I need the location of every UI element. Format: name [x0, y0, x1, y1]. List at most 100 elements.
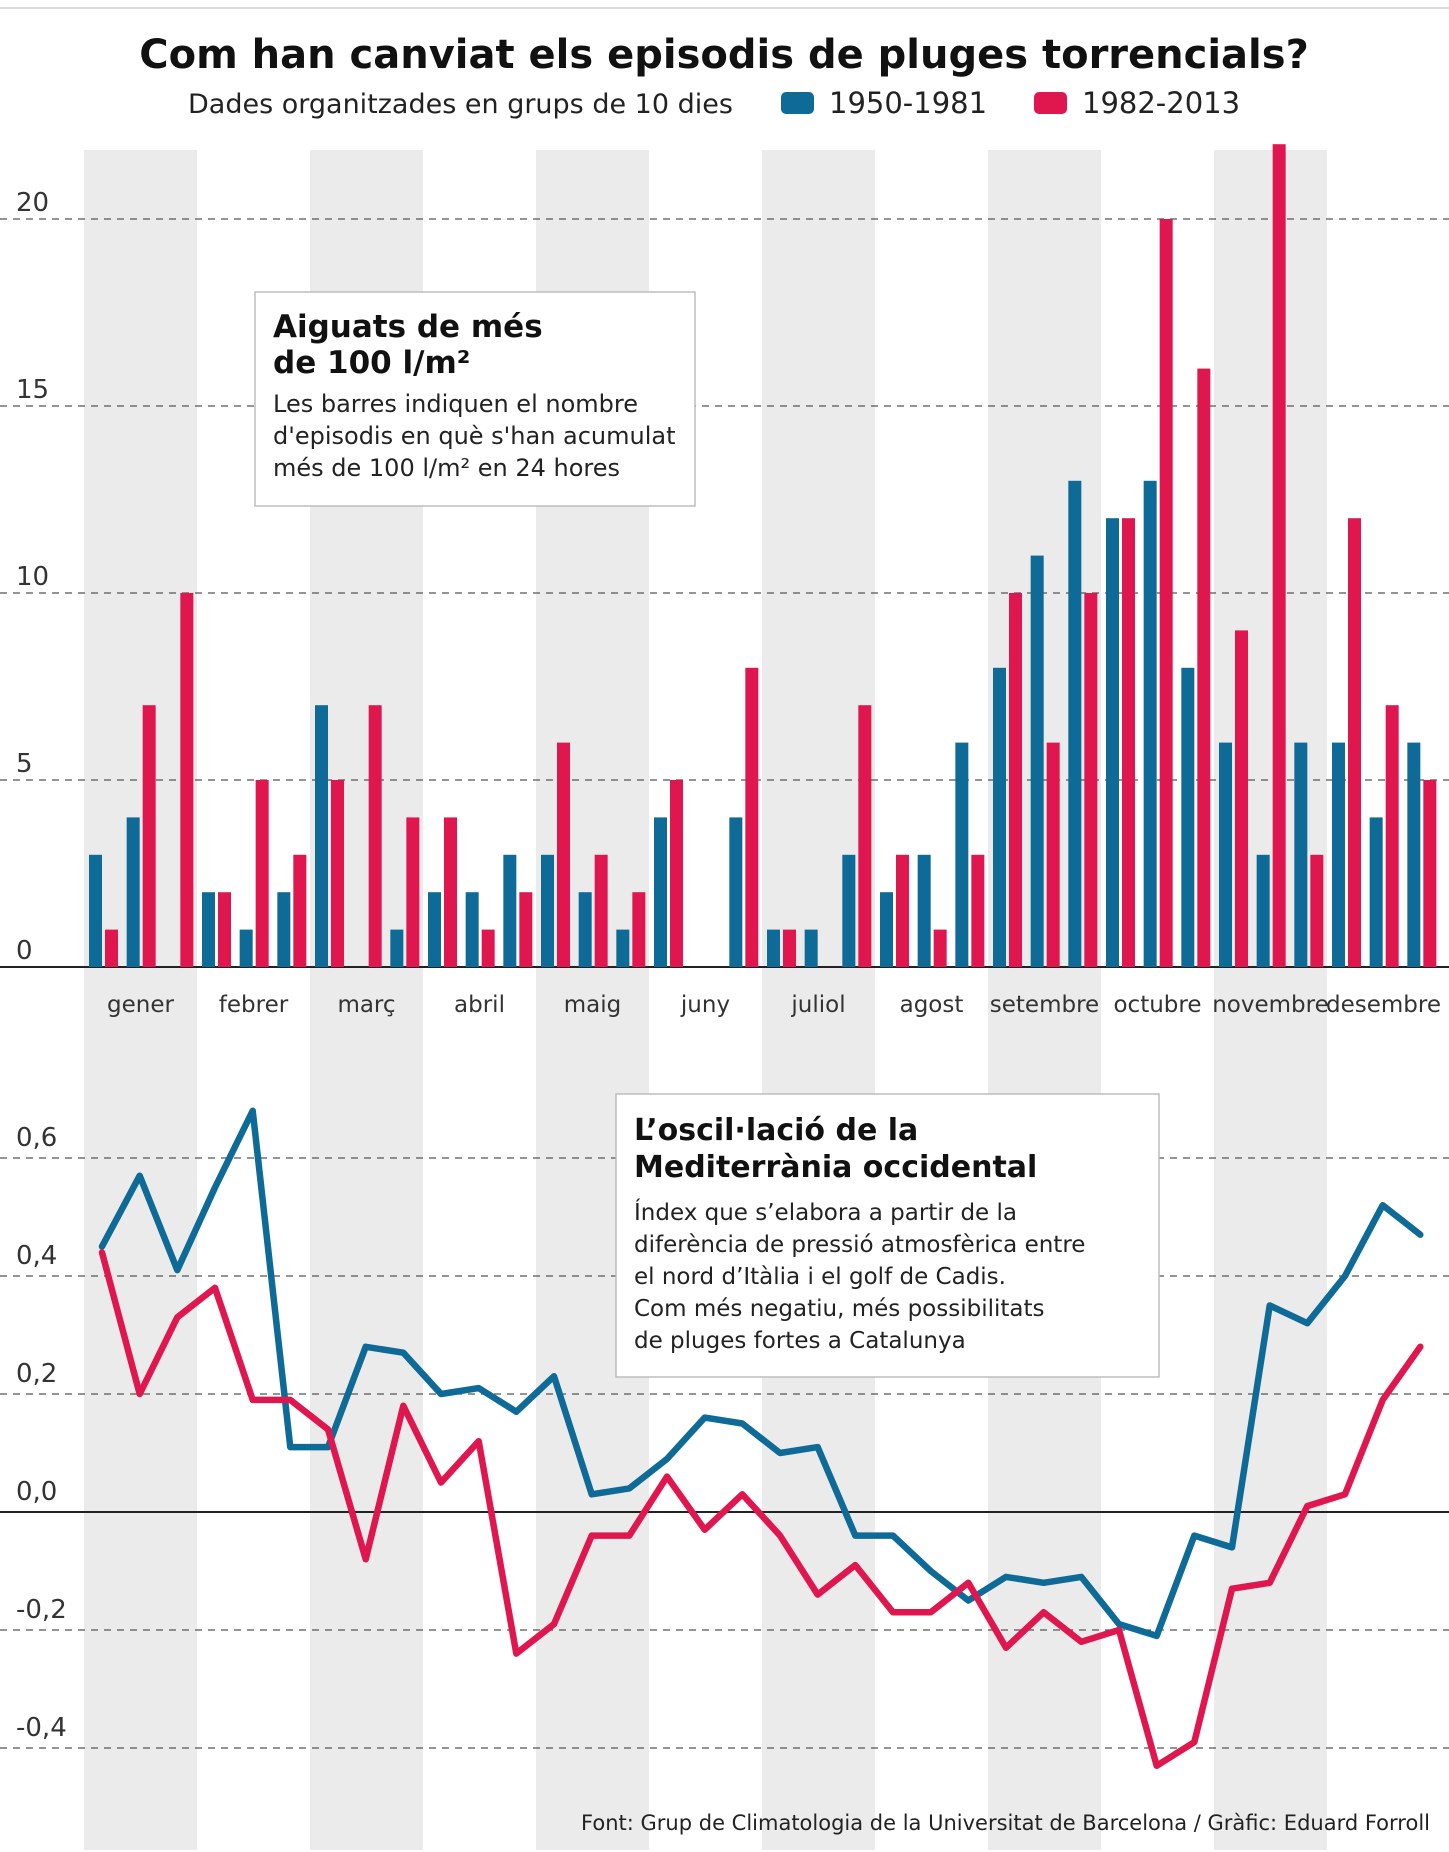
bar-1982-2013-23	[933, 929, 947, 967]
bar-1950-1981-14	[578, 892, 592, 967]
lines-box-title-line-2: Mediterrània occidental	[634, 1150, 1037, 1185]
legend-swatch-1982-2013	[1034, 92, 1067, 114]
bar-1950-1981-35	[1369, 817, 1383, 967]
bar-1950-1981-4	[202, 892, 215, 967]
line-ytick-4: -0,2	[16, 1595, 67, 1625]
bar-1982-2013-32	[1272, 144, 1286, 967]
lines-box-body-line-4: Com més negatiu, més possibilitats	[634, 1296, 1045, 1322]
bar-1950-1981-19	[767, 929, 780, 967]
bar-1950-1981-36	[1407, 742, 1421, 967]
bar-1982-2013-14	[594, 854, 608, 967]
lines-box-body-line-1: Índex que s’elabora a partir de la	[634, 1198, 1017, 1226]
month-label-febrer: febrer	[219, 992, 289, 1018]
bar-1950-1981-20	[804, 929, 818, 967]
bar-1950-1981-11	[465, 892, 479, 967]
bar-1982-2013-28	[1122, 518, 1135, 967]
line-series	[98, 1107, 1424, 1769]
bar-1982-2013-8	[368, 705, 382, 967]
lines-box-body-line-3: el nord d’Itàlia i el golf de Cadis.	[634, 1264, 1006, 1290]
bar-1950-1981-25	[993, 667, 1006, 967]
bar-1982-2013-21	[858, 705, 872, 967]
month-label-juny: juny	[680, 992, 730, 1018]
bar-ytick-20: 20	[16, 188, 49, 218]
bar-1982-2013-24	[971, 854, 985, 967]
bar-1950-1981-7	[315, 705, 328, 967]
bar-1950-1981-32	[1256, 854, 1270, 967]
bars-box-body-line-2: d'episodis en què s'han acumulat	[273, 422, 676, 450]
lines-box-title-line-1: L’oscil·lació de la	[634, 1113, 918, 1148]
bar-1950-1981-1	[89, 854, 102, 967]
bar-1982-2013-33	[1310, 854, 1324, 967]
bar-1950-1981-12	[503, 854, 517, 967]
bar-ytick-0: 0	[16, 936, 33, 966]
month-label-octubre: octubre	[1113, 992, 1201, 1018]
bar-ytick-15: 15	[16, 375, 49, 405]
bar-1950-1981-29	[1143, 480, 1157, 967]
month-stripe-gener	[84, 150, 197, 1850]
month-label-març: març	[337, 992, 395, 1018]
bar-1950-1981-9	[390, 929, 404, 967]
bar-1950-1981-26	[1030, 555, 1044, 967]
bar-1950-1981-10	[428, 892, 441, 967]
lines-info-box: L’oscil·lació de la Mediterrània occiden…	[615, 1093, 1160, 1378]
bar-ytick-5: 5	[16, 749, 33, 779]
bar-1982-2013-5	[255, 780, 269, 967]
bars-info-box: Aiguats de més de 100 l/m² Les barres in…	[254, 291, 696, 507]
bar-ytick-10: 10	[16, 562, 49, 592]
bar-1982-2013-13	[557, 742, 570, 967]
month-label-desembre: desembre	[1326, 992, 1441, 1018]
bar-series	[89, 144, 1437, 968]
source-credit: Font: Grup de Climatologia de la Univers…	[581, 1811, 1430, 1835]
bar-1982-2013-29	[1159, 219, 1173, 967]
bar-1982-2013-36	[1423, 780, 1437, 967]
bar-1950-1981-34	[1332, 742, 1345, 967]
bar-1982-2013-4	[218, 892, 231, 967]
bar-1982-2013-30	[1197, 368, 1211, 968]
bar-1950-1981-22	[880, 892, 893, 967]
bar-1950-1981-27	[1068, 480, 1082, 967]
legend-label-1950-1981: 1950-1981	[829, 86, 987, 120]
bar-1982-2013-2	[142, 705, 156, 967]
line-ytick-2: 0,2	[16, 1359, 57, 1389]
bar-1950-1981-6	[277, 892, 291, 967]
bar-1982-2013-12	[519, 892, 533, 967]
bar-1982-2013-9	[406, 817, 420, 967]
bars-box-body-line-1: Les barres indiquen el nombre	[273, 390, 638, 418]
bar-1950-1981-23	[917, 854, 931, 967]
bar-1982-2013-35	[1385, 705, 1399, 967]
bar-1950-1981-15	[616, 929, 630, 967]
month-stripe-novembre	[1214, 150, 1327, 1850]
month-label-agost: agost	[900, 992, 964, 1018]
legend-swatch-1950-1981	[781, 92, 814, 114]
bar-1982-2013-1	[105, 929, 118, 967]
bars-box-title-line-1: Aiguats de més	[273, 309, 543, 345]
bar-1982-2013-31	[1235, 630, 1248, 967]
bar-1982-2013-18	[745, 667, 759, 967]
bar-1950-1981-28	[1106, 518, 1119, 967]
bars-box-body-line-3: més de 100 l/m² en 24 hores	[273, 454, 620, 482]
bar-1950-1981-31	[1219, 742, 1232, 967]
bar-1950-1981-21	[842, 854, 856, 967]
line-ytick-3: 0,0	[16, 1477, 57, 1507]
bar-1950-1981-13	[541, 854, 554, 967]
month-labels: gener febrer març abril maig juny juliol agost s…	[107, 992, 1441, 1018]
bars-box-title-line-2: de 100 l/m²	[273, 345, 470, 381]
month-label-abril: abril	[454, 992, 505, 1018]
bar-1950-1981-5	[239, 929, 253, 967]
bar-1950-1981-16	[654, 817, 667, 967]
line-series-1982-2013	[98, 1249, 1424, 1769]
line-ytick-0: 0,6	[16, 1123, 57, 1153]
bar-1950-1981-30	[1181, 667, 1195, 967]
bar-1982-2013-25	[1009, 593, 1022, 967]
bar-1950-1981-24	[955, 742, 969, 967]
legend-label-1982-2013: 1982-2013	[1082, 86, 1240, 120]
bar-1950-1981-33	[1294, 742, 1308, 967]
bar-1982-2013-10	[444, 817, 457, 967]
bar-1982-2013-15	[632, 892, 646, 967]
bar-1982-2013-6	[293, 854, 307, 967]
bar-1982-2013-27	[1084, 593, 1098, 967]
lines-box-body-line-2: diferència de pressió atmosfèrica entre	[634, 1232, 1085, 1258]
bar-1982-2013-11	[481, 929, 495, 967]
page-title: Com han canviat els episodis de pluges t…	[139, 32, 1309, 78]
